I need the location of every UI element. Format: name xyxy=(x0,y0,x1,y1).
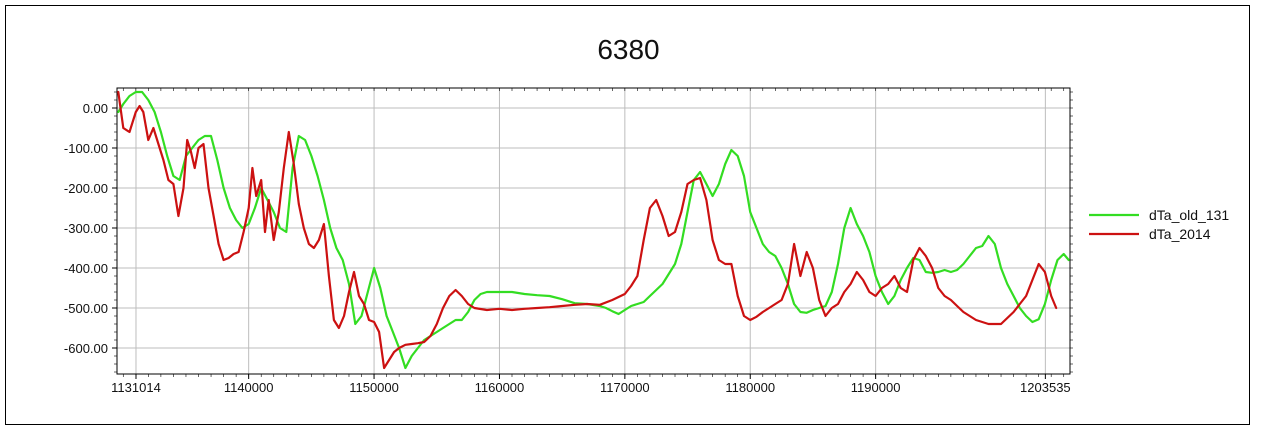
series-line-dTa_2014 xyxy=(117,90,1058,370)
series-lines xyxy=(117,90,1070,370)
y-tick-label: -100.00 xyxy=(64,141,108,156)
plot-border xyxy=(116,87,1071,375)
y-tick-label: -600.00 xyxy=(64,341,108,356)
y-tick-label: -400.00 xyxy=(64,261,108,276)
grid-lines xyxy=(117,88,1070,374)
x-tick-label: 1160000 xyxy=(475,380,525,395)
y-tick-label: -300.00 xyxy=(64,221,108,236)
x-tick-label: 1150000 xyxy=(349,380,399,395)
x-tick-label: 1170000 xyxy=(600,380,650,395)
legend-label: dTa_2014 xyxy=(1149,226,1211,242)
axes: 1131014 1140000 1150000 1160000 1170000 11800… xyxy=(64,87,1073,395)
line-chart: 1131014 1140000 1150000 1160000 1170000 11800… xyxy=(64,87,1229,395)
legend-label: dTa_old_131 xyxy=(1149,207,1229,223)
chart-frame: 6380 1131014 1140000 1150000 1160000 1170000… xyxy=(5,5,1250,425)
plot-area xyxy=(116,87,1071,375)
y-tick-label: -200.00 xyxy=(64,181,108,196)
series-line-dTa_old_131 xyxy=(117,90,1070,370)
x-tick-label: 1203535 xyxy=(1020,380,1071,395)
x-tick-label: 1131014 xyxy=(111,380,161,395)
y-tick-label: 0.00 xyxy=(83,101,108,116)
x-tick-label: 1180000 xyxy=(725,380,775,395)
legend: dTa_old_131 dTa_2014 xyxy=(1089,207,1229,242)
x-tick-label: 1140000 xyxy=(224,380,274,395)
x-tick-label: 1190000 xyxy=(851,380,901,395)
chart-title: 6380 xyxy=(597,34,660,65)
y-tick-label: -500.00 xyxy=(64,301,108,316)
